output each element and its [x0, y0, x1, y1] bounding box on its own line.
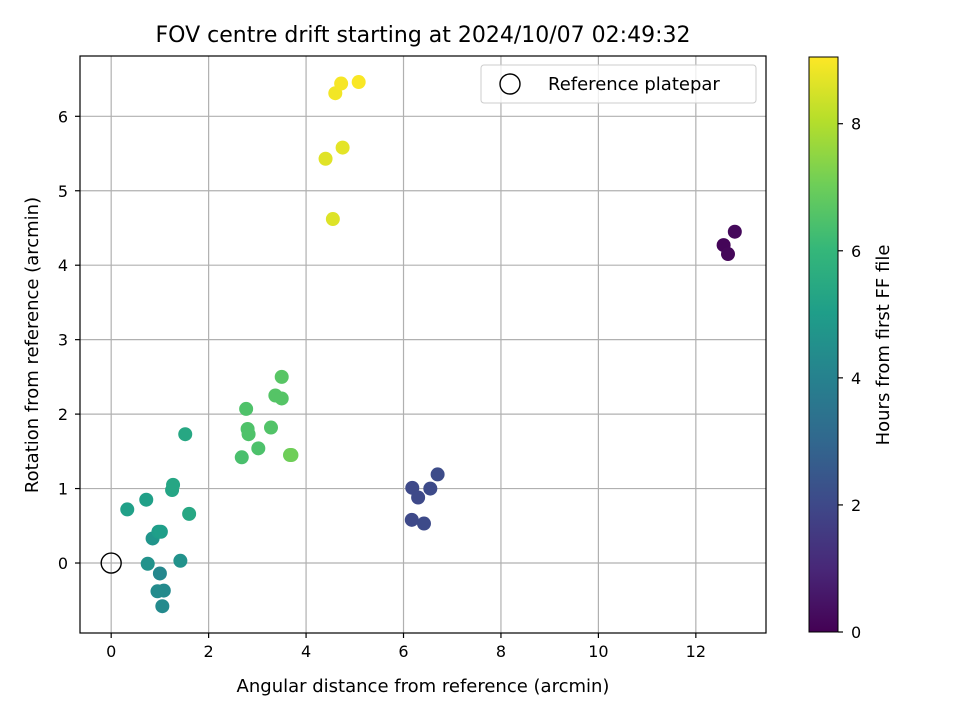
data-point	[416, 516, 431, 531]
data-point	[325, 212, 340, 227]
data-point	[720, 247, 735, 262]
legend-marker-reference	[499, 73, 521, 95]
colorbar-ticks: 0 2 4 6 8	[838, 115, 861, 642]
data-point	[274, 369, 289, 384]
legend-label-reference: Reference platepar	[548, 74, 720, 95]
colorbar-label: Hours from first FF file	[873, 245, 894, 446]
data-point	[411, 490, 426, 505]
colorbar-tick-label: 2	[851, 496, 861, 515]
grid-lines	[80, 56, 766, 633]
data-point	[234, 450, 249, 465]
y-tick-label: 5	[58, 182, 68, 201]
data-point	[263, 420, 278, 435]
colorbar-tick-label: 0	[851, 623, 861, 642]
y-tick-label: 0	[58, 554, 68, 573]
y-axis-label: Rotation from reference (arcmin)	[22, 197, 43, 493]
x-tick-label: 2	[204, 642, 214, 661]
x-tick-label: 10	[588, 642, 608, 661]
x-tick-label: 6	[398, 642, 408, 661]
data-points	[100, 75, 742, 614]
colorbar-gradient	[808, 56, 839, 633]
data-point	[153, 524, 168, 539]
data-point	[139, 492, 154, 507]
legend: Reference platepar	[480, 64, 757, 104]
data-point	[240, 422, 255, 437]
y-tick-label: 3	[58, 331, 68, 350]
data-point	[284, 448, 299, 463]
x-tick-label: 4	[301, 642, 311, 661]
data-point	[430, 467, 445, 482]
data-point	[727, 224, 742, 239]
legend-box	[480, 64, 757, 104]
data-point	[150, 584, 165, 599]
plot-frame	[79, 55, 767, 634]
y-axis-ticks: 0 1 2 3 4 5 6	[58, 107, 80, 573]
data-point	[166, 477, 181, 492]
data-point	[335, 140, 350, 155]
data-point	[155, 599, 170, 614]
data-point	[404, 512, 419, 527]
colorbar-tick-label: 8	[851, 115, 861, 134]
data-point	[423, 481, 438, 496]
data-point	[239, 401, 254, 416]
data-point	[178, 427, 193, 442]
y-tick-label: 4	[58, 256, 68, 275]
x-tick-label: 8	[496, 642, 506, 661]
chart-title: FOV centre drift starting at 2024/10/07 …	[156, 23, 691, 48]
y-tick-label: 1	[58, 480, 68, 499]
y-tick-label: 2	[58, 405, 68, 424]
colorbar-tick-label: 4	[851, 369, 861, 388]
data-point	[274, 391, 289, 406]
data-point	[120, 502, 135, 517]
x-axis-label: Angular distance from reference (arcmin)	[237, 676, 610, 697]
x-axis-ticks: 0 2 4 6 8 10 12	[106, 633, 706, 661]
reference-platepar-marker	[100, 552, 122, 574]
data-point	[334, 76, 349, 91]
x-tick-label: 0	[106, 642, 116, 661]
data-point	[251, 441, 266, 456]
data-point	[318, 151, 333, 166]
x-tick-label: 12	[686, 642, 706, 661]
data-point	[140, 556, 155, 571]
y-tick-label: 6	[58, 107, 68, 126]
data-point	[173, 553, 188, 568]
colorbar-tick-label: 6	[851, 242, 861, 261]
colorbar: 0 2 4 6 8 Hours from first FF file	[808, 56, 894, 642]
data-point	[351, 75, 366, 90]
data-point	[182, 506, 197, 521]
data-point	[152, 566, 167, 581]
